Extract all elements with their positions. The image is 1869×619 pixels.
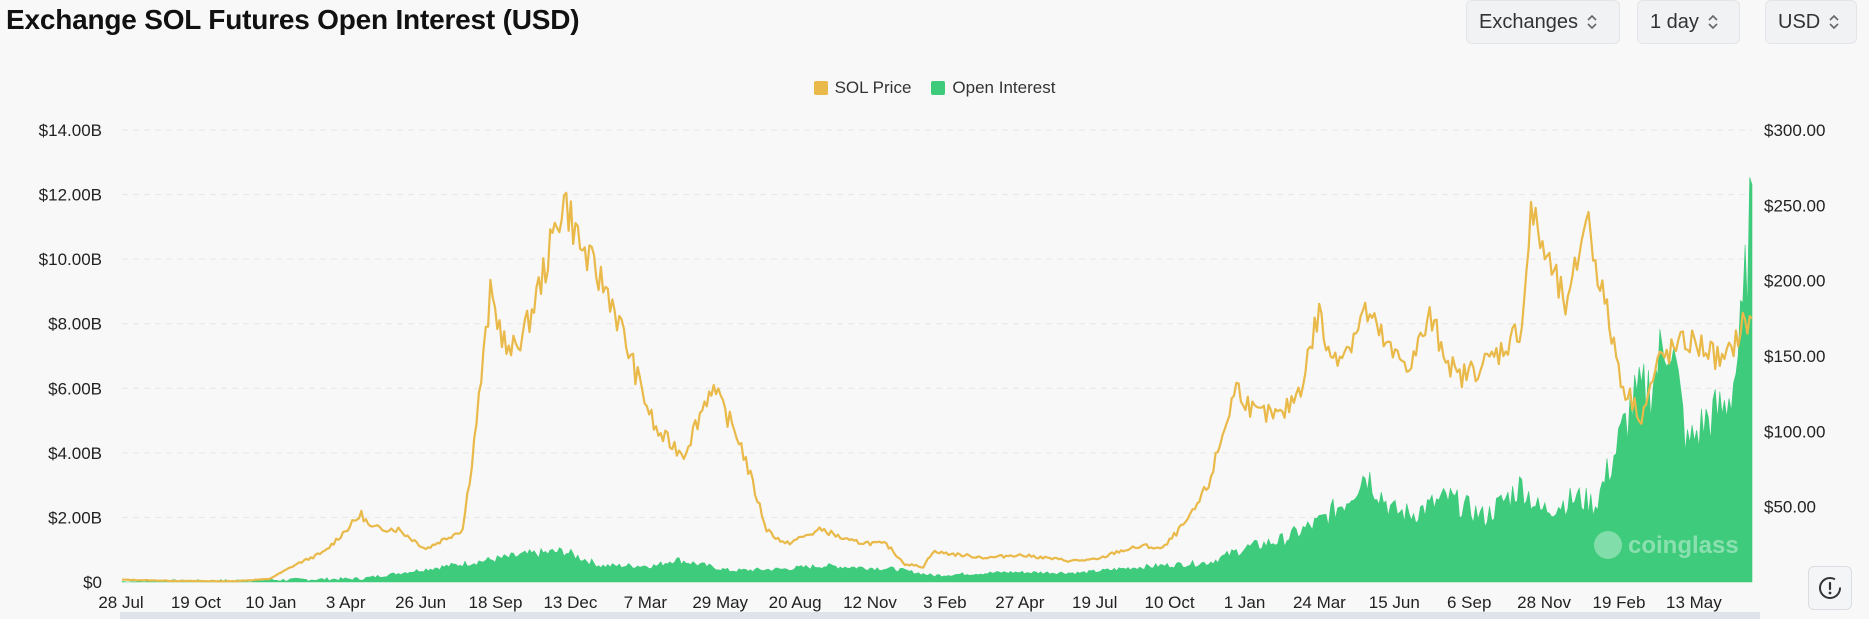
x-tick-label: 19 Oct <box>171 593 221 612</box>
x-tick-label: 13 Dec <box>543 593 597 612</box>
interval-select[interactable]: 1 day <box>1637 0 1740 44</box>
y-right-tick-label: $100.00 <box>1764 422 1825 441</box>
y-right-tick-label: $200.00 <box>1764 272 1825 291</box>
y-left-tick-label: $10.00B <box>39 250 102 269</box>
x-tick-label: 13 May <box>1666 593 1722 612</box>
x-tick-label: 29 May <box>692 593 748 612</box>
y-left-tick-label: $0 <box>83 573 102 592</box>
legend-item-price[interactable]: SOL Price <box>813 78 912 98</box>
page-title: Exchange SOL Futures Open Interest (USD) <box>6 4 580 35</box>
currency-select[interactable]: USD <box>1765 0 1857 44</box>
y-left-tick-label: $8.00B <box>48 315 102 334</box>
x-tick-label: 1 Jan <box>1224 593 1266 612</box>
x-tick-label: 3 Apr <box>326 593 366 612</box>
interval-select-label: 1 day <box>1650 10 1699 33</box>
x-tick-label: 3 Feb <box>923 593 966 612</box>
x-tick-label: 19 Feb <box>1593 593 1646 612</box>
y-left-tick-label: $12.00B <box>39 186 102 205</box>
sort-arrows-icon <box>1587 14 1597 30</box>
x-tick-label: 6 Sep <box>1447 593 1491 612</box>
y-left-tick-label: $4.00B <box>48 444 102 463</box>
chart-legend: SOL Price Open Interest <box>0 78 1869 98</box>
y-right-tick-label: $150.00 <box>1764 347 1825 366</box>
y-right-tick-label: $50.00 <box>1764 498 1816 517</box>
x-tick-label: 20 Aug <box>769 593 822 612</box>
y-left-tick-label: $6.00B <box>48 379 102 398</box>
y-right-tick-label: $250.00 <box>1764 196 1825 215</box>
sort-arrows-icon <box>1708 14 1718 30</box>
legend-swatch-price <box>813 81 828 95</box>
currency-select-label: USD <box>1778 10 1821 33</box>
sol-price-line <box>121 191 1753 583</box>
exchanges-select[interactable]: Exchanges <box>1466 0 1620 44</box>
x-tick-label: 26 Jun <box>395 593 446 612</box>
x-tick-label: 10 Oct <box>1145 593 1195 612</box>
chart-scrollbar[interactable] <box>120 612 1760 619</box>
y-left-tick-label: $2.00B <box>48 508 102 527</box>
exchanges-select-label: Exchanges <box>1479 10 1578 33</box>
timer-reset-icon <box>1819 577 1841 599</box>
watermark-logo <box>1594 531 1622 559</box>
x-tick-label: 18 Sep <box>469 593 523 612</box>
x-tick-label: 7 Mar <box>624 593 668 612</box>
legend-swatch-oi <box>931 81 946 95</box>
legend-label-price: SOL Price <box>834 78 912 97</box>
open-interest-area <box>121 177 1753 583</box>
x-tick-label: 12 Nov <box>843 593 897 612</box>
reset-zoom-button[interactable] <box>1808 566 1852 610</box>
x-tick-label: 19 Jul <box>1072 593 1117 612</box>
legend-label-oi: Open Interest <box>952 78 1056 97</box>
x-tick-label: 10 Jan <box>245 593 296 612</box>
x-tick-label: 24 Mar <box>1293 593 1346 612</box>
x-tick-label: 15 Jun <box>1369 593 1420 612</box>
y-left-tick-label: $14.00B <box>39 121 102 140</box>
legend-item-oi[interactable]: Open Interest <box>931 78 1055 98</box>
x-tick-label: 28 Jul <box>98 593 143 612</box>
x-tick-label: 28 Nov <box>1517 593 1571 612</box>
sort-arrows-icon <box>1829 14 1839 30</box>
y-right-tick-label: $300.00 <box>1764 121 1825 140</box>
x-tick-label: 27 Apr <box>995 593 1044 612</box>
watermark-text: coinglass <box>1628 532 1739 559</box>
